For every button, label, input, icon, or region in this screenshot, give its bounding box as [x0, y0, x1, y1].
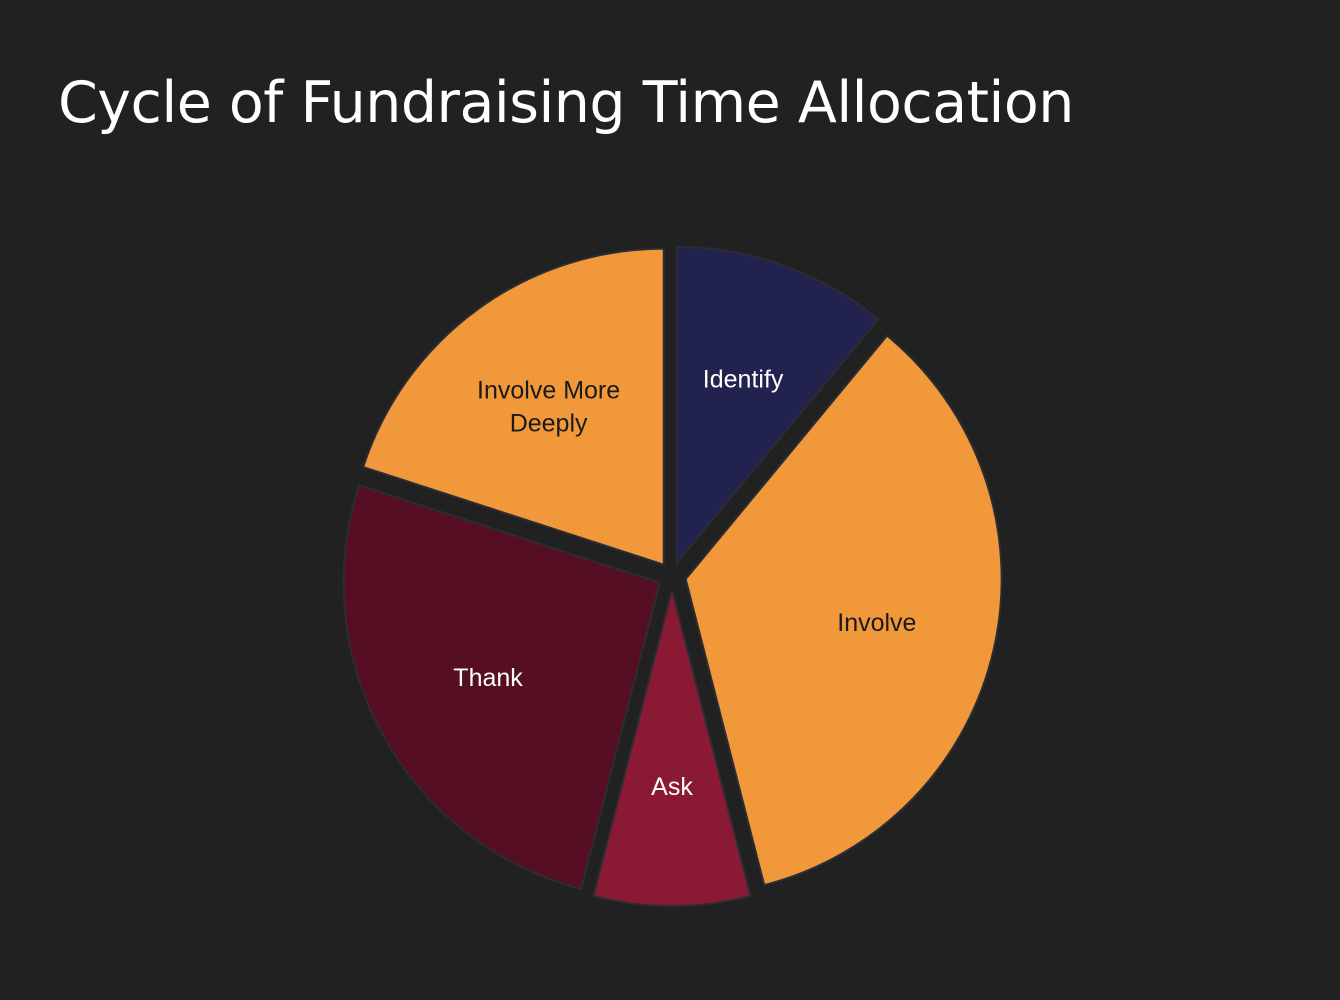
slice-label-identify: Identify	[703, 365, 784, 393]
slice-label-thank: Thank	[453, 664, 523, 692]
slice-label-ask: Ask	[651, 773, 693, 801]
chart-title: Cycle of Fundraising Time Allocation	[58, 70, 1074, 136]
pie-slice-thank	[342, 483, 661, 891]
pie-slice-involve-more-deeply	[361, 247, 665, 567]
slice-label-involve: Involve	[837, 609, 916, 637]
pie-slice-identify	[675, 245, 880, 566]
pie-slice-ask	[592, 589, 752, 907]
pie-slice-involve	[684, 334, 1003, 887]
slice-label-involve-more-deeply: Involve More Deeply	[477, 377, 620, 438]
